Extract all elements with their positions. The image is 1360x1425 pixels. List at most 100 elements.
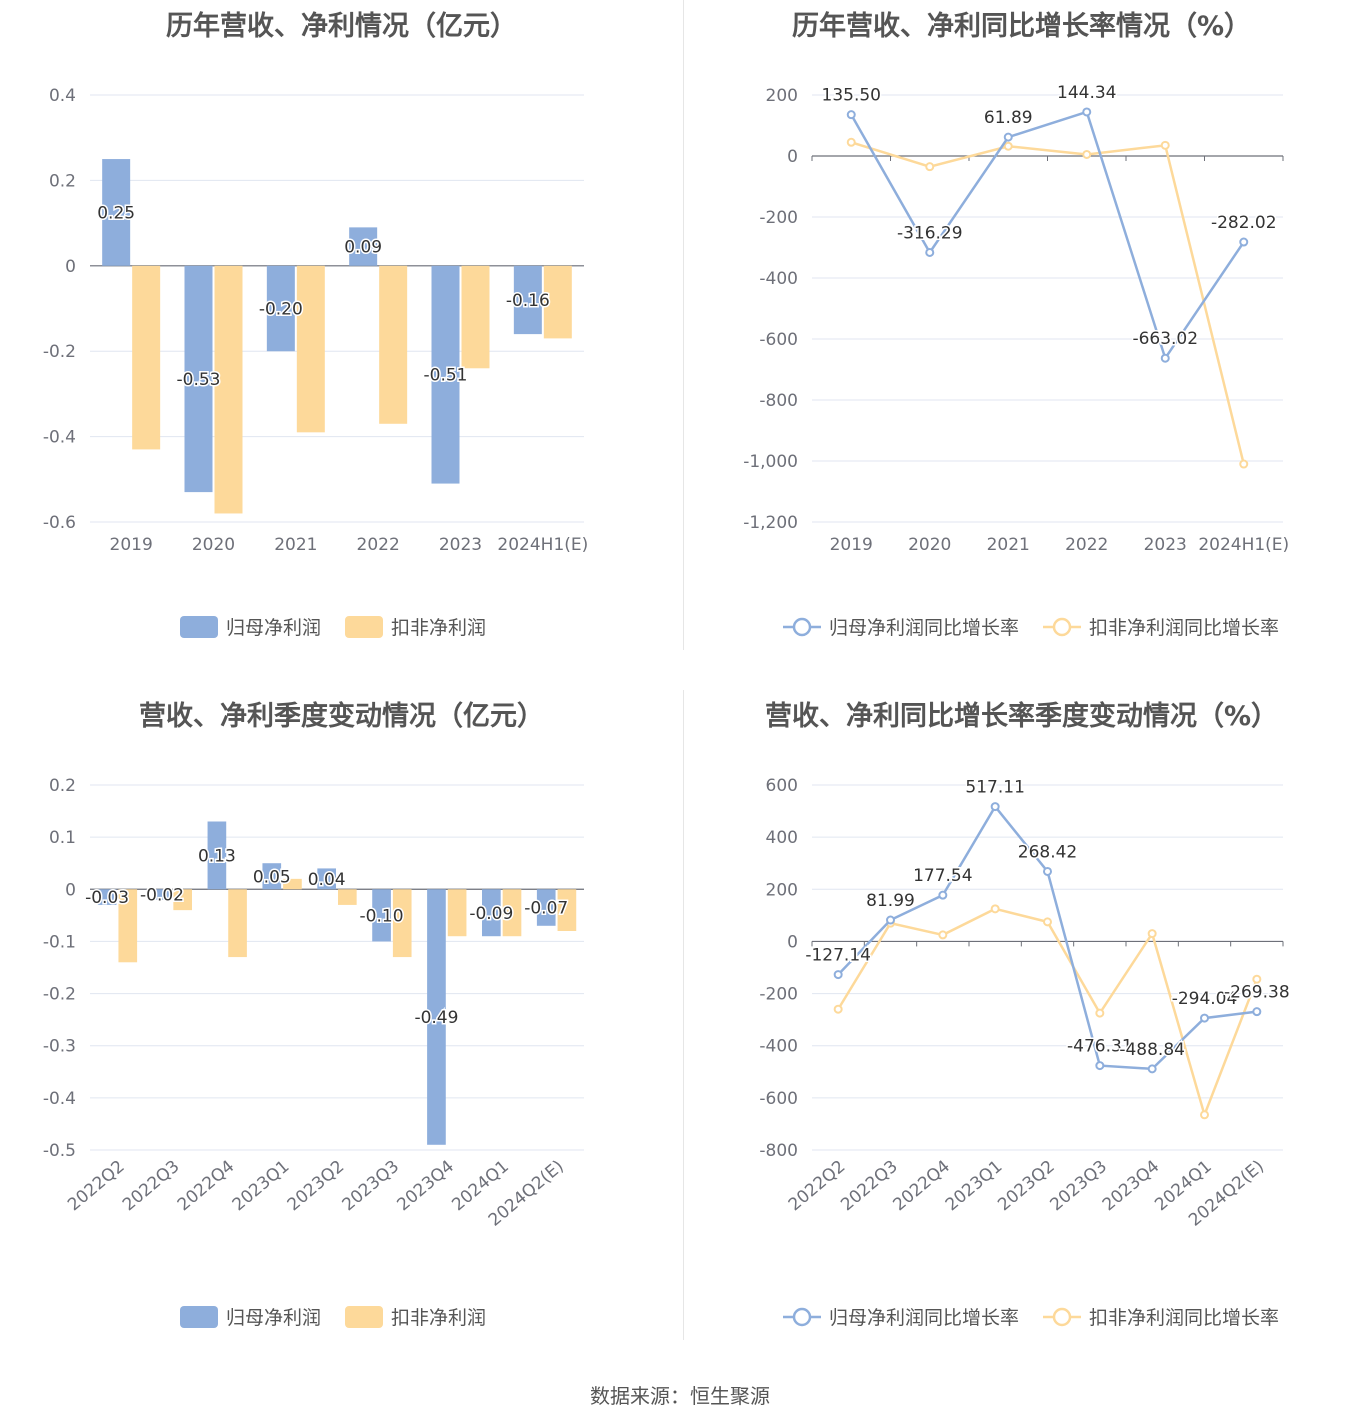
y-tick-label: -0.4 — [43, 428, 76, 448]
x-tick-label: 2023Q2 — [994, 1157, 1059, 1216]
y-tick-label: -0.6 — [43, 513, 76, 533]
data-label: -0.20 — [259, 300, 303, 320]
x-tick-label: 2021 — [987, 535, 1030, 555]
x-tick-label: 2023Q3 — [339, 1157, 404, 1216]
chart-title: 历年营收、净利同比增长率情况（%） — [791, 11, 1252, 42]
line-net-profit-growth — [850, 110, 1245, 362]
data-point — [1147, 929, 1157, 939]
bar-net-profit — [266, 265, 295, 352]
y-tick-label: 400 — [766, 828, 798, 848]
data-label: -0.10 — [360, 906, 404, 926]
bar-deducted-profit — [283, 878, 302, 890]
y-tick-label: 0.2 — [49, 171, 76, 191]
legend-swatch — [345, 616, 383, 638]
data-point — [833, 1004, 843, 1014]
bar-deducted-profit — [543, 265, 572, 339]
data-point — [846, 137, 856, 147]
bar-deducted-profit — [132, 265, 161, 450]
legend-label: 归母净利润 — [226, 1307, 321, 1329]
legend-marker — [1052, 617, 1072, 637]
annual-growth-chart: 200 0 -200 -400 -600 -800 -1,000 -1,200 2019 2020… — [743, 81, 1289, 639]
data-point — [886, 915, 895, 925]
x-tick-label: 2020 — [908, 535, 951, 555]
data-label: -127.14 — [805, 946, 871, 966]
bar-net-profit — [372, 889, 391, 942]
chart-title: 营收、净利同比增长率季度变动情况（%） — [764, 701, 1279, 732]
annual-profit-chart: 0.4 0.2 0 -0.2 -0.4 -0.6 2019 2020 2021 2022 2023 2… — [43, 86, 588, 639]
data-label: -0.51 — [424, 366, 468, 386]
data-point — [1147, 1064, 1157, 1074]
y-tick-label: 0 — [65, 257, 76, 277]
x-tick-label: 2023 — [439, 535, 482, 555]
line-deducted-growth — [837, 907, 1258, 1119]
data-label: 0.13 — [198, 846, 236, 866]
bar-deducted-profit — [228, 889, 247, 958]
data-label: 81.99 — [866, 891, 915, 911]
bar-net-profit — [427, 889, 446, 1145]
data-label: -0.02 — [140, 886, 184, 906]
data-label: 0.09 — [344, 238, 382, 258]
legend-label: 扣非净利润同比增长率 — [1089, 617, 1279, 639]
legend-label: 扣非净利润同比增长率 — [1089, 1307, 1279, 1329]
bar-deducted-profit — [214, 265, 243, 514]
y-tick-label: -800 — [759, 1141, 798, 1161]
legend-marker — [1052, 1307, 1072, 1327]
y-tick-label: -200 — [759, 985, 798, 1005]
y-tick-label: -1,200 — [743, 513, 798, 533]
quarterly-profit-chart: 0.20.10-0.1-0.2-0.3-0.4-0.52022Q22022Q32… — [43, 776, 584, 1329]
y-tick-label: 0 — [65, 880, 76, 900]
x-tick-label: 2023Q4 — [1099, 1157, 1164, 1216]
x-tick-label: 2023Q3 — [1047, 1157, 1112, 1216]
data-point — [1082, 149, 1092, 159]
y-tick-label: -0.2 — [43, 342, 76, 362]
y-tick-label: -0.1 — [43, 932, 76, 952]
data-label: -294.04 — [1172, 989, 1238, 1009]
quarterly-growth-chart: 6004002000-200-400-600-8002022Q22022Q320… — [759, 776, 1291, 1329]
data-label: 0.05 — [253, 867, 291, 887]
x-tick-label: 2022Q4 — [174, 1157, 239, 1216]
data-label: 0.04 — [308, 870, 346, 890]
legend-swatch — [180, 616, 218, 638]
data-point — [846, 110, 856, 120]
data-point — [1160, 140, 1170, 150]
data-label: -269.38 — [1224, 983, 1290, 1003]
x-tick-label: 2022Q4 — [890, 1157, 955, 1216]
x-tick-label: 2022 — [1065, 535, 1108, 555]
legend-label: 扣非净利润 — [391, 1307, 486, 1329]
data-label: -488.84 — [1119, 1040, 1185, 1060]
data-point — [1043, 866, 1052, 876]
legend-label: 归母净利润同比增长率 — [829, 617, 1019, 639]
bar-net-profit — [317, 868, 336, 890]
legend-label: 归母净利润 — [226, 617, 321, 639]
y-tick-label: -400 — [759, 1037, 798, 1057]
legend-label: 扣非净利润 — [391, 617, 486, 639]
data-label: -0.53 — [177, 370, 221, 390]
y-tick-label: -0.2 — [43, 985, 76, 1005]
x-tick-label: 2021 — [274, 535, 317, 555]
data-label: -282.02 — [1211, 213, 1277, 233]
divider-top — [683, 0, 684, 650]
y-tick-label: -600 — [759, 330, 798, 350]
data-point — [1160, 353, 1170, 363]
data-point — [1003, 141, 1013, 151]
bar-net-profit — [262, 863, 282, 890]
y-tick-label: 200 — [766, 86, 798, 106]
x-tick-label: 2022Q2 — [64, 1157, 129, 1216]
data-label: 177.54 — [913, 866, 972, 886]
data-point — [1095, 1008, 1105, 1018]
data-label: 144.34 — [1057, 83, 1116, 103]
panel-annual-profit: 历年营收、净利情况（亿元） 0.4 0.2 0 -0.2 -0.4 -0.6 2019 202… — [0, 0, 683, 690]
bar-deducted-profit — [173, 889, 192, 911]
y-tick-label: -0.5 — [43, 1141, 76, 1161]
data-point — [1082, 107, 1092, 117]
y-tick-label: 0.1 — [49, 828, 76, 848]
data-label: -0.49 — [414, 1008, 458, 1028]
bar-net-profit — [482, 889, 501, 937]
data-point — [1003, 132, 1013, 142]
x-tick-label: 2022Q3 — [119, 1157, 184, 1216]
y-tick-label: 0.2 — [49, 776, 76, 796]
y-tick-label: -400 — [759, 269, 798, 289]
data-label: 0.25 — [97, 203, 135, 223]
data-label: -0.09 — [469, 904, 513, 924]
data-point — [1252, 974, 1262, 984]
